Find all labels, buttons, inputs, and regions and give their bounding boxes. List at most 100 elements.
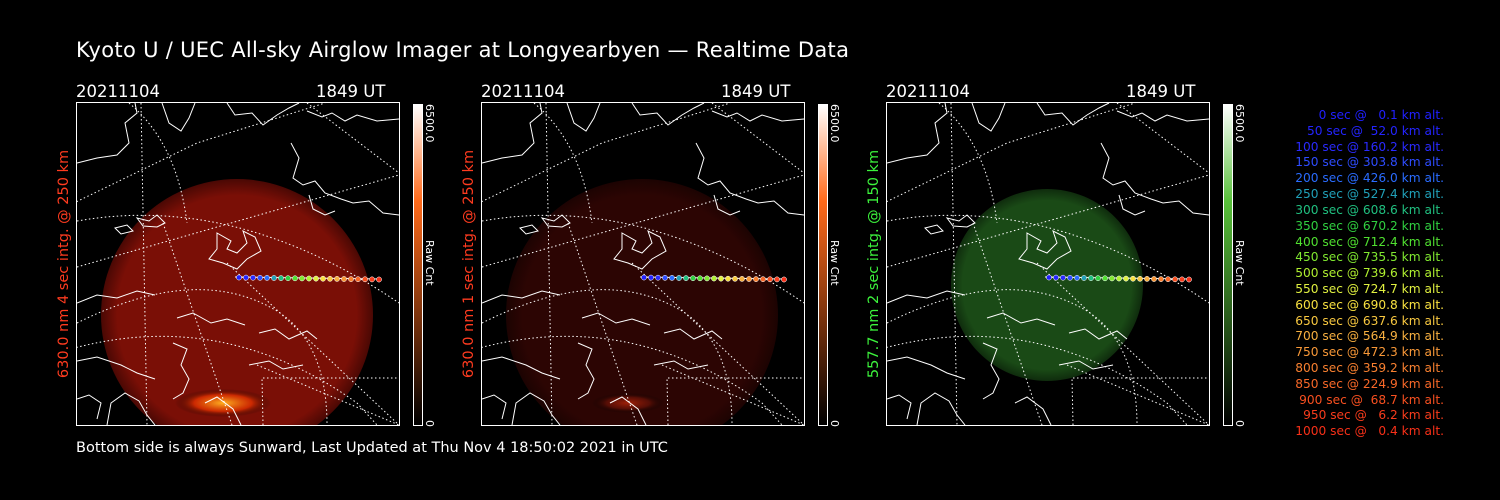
trajectory-dot [306,275,312,282]
coastline [77,394,102,420]
grid-line [950,103,958,425]
coastline [924,224,944,235]
sky-map [77,103,399,425]
aurora-glow [592,393,664,413]
trajectory-dot [327,275,333,282]
coastline [1036,103,1110,126]
panel-3: 20211104 1849 UT 557.7 nm 2 sec intg. @ … [866,80,1291,430]
trajectory-dot [264,275,270,281]
trajectory-dot [313,275,319,282]
coastline [306,110,399,122]
coastline [631,103,705,126]
grid-line [938,103,998,224]
coastline [77,103,138,164]
airglow-disk [951,189,1143,381]
trajectory-dot [1179,276,1185,283]
trajectory-dot [1123,275,1129,282]
panel-date: 20211104 [481,82,565,101]
colorbar-max: 6500.0 [423,104,436,143]
trajectory-dot [341,276,347,282]
aurora-glow [175,389,271,417]
coastline [77,356,156,380]
trajectory-dot [725,275,731,282]
coastline [695,142,804,216]
airglow-disk [506,179,778,425]
coastline [482,290,561,304]
page-title: Kyoto U / UEC All-sky Airglow Imager at … [76,38,850,62]
trajectory-dot [1109,275,1115,282]
coastline [114,224,134,235]
colorbar-min: 0 [1233,420,1246,427]
coastline [916,392,966,425]
colorbar-unit: Raw Cnt [1233,240,1246,286]
legend-row: 50 sec @ 52.0 km alt. [1306,123,1444,138]
trajectory-dot [760,276,766,283]
legend-row: 200 sec @ 426.0 km alt. [1295,171,1444,186]
coastline [511,392,561,425]
coastline [106,392,156,425]
trajectory-dot [641,274,647,281]
legend-row: 0 sec @ 0.1 km alt. [1318,108,1444,122]
trajectory-dot [320,275,326,282]
coastline [577,342,595,400]
trajectory-dot [732,275,738,282]
trajectory-dot [683,275,689,281]
panel-2: 20211104 1849 UT 630.0 nm 1 sec intg. @ … [461,80,886,430]
sky-image-frame [76,102,400,426]
trajectory-dot [292,275,298,282]
coastline [258,328,318,340]
coastline [208,230,262,270]
panel-ylabel: 557.7 nm 2 sec intg. @ 150 km [866,149,882,379]
trajectory-dot [257,274,263,281]
trajectory-dot [1102,275,1108,282]
coastline [1058,360,1114,370]
trajectory-dot [278,275,284,281]
coastline [945,214,976,228]
legend-row: 400 sec @ 712.4 km alt. [1295,234,1444,249]
coastline [887,356,966,380]
legend-row: 450 sec @ 735.5 km alt. [1295,250,1444,265]
trajectory-dot [1053,274,1059,281]
trajectory-dot [362,276,368,283]
coastline [482,103,543,164]
panel-ylabel: 630.0 nm 4 sec intg. @ 250 km [56,149,72,379]
legend-row: 750 sec @ 472.3 km alt. [1295,345,1444,360]
colorbar [1223,104,1233,426]
trajectory-dot [1060,274,1066,281]
trajectory-dot [1095,275,1101,282]
coastline [609,396,647,425]
legend-row: 1000 sec @ 0.4 km alt. [1295,424,1444,439]
trajectory-dot [236,274,242,281]
panel-ylabel: 630.0 nm 1 sec intg. @ 250 km [461,149,477,379]
coastline [887,394,912,420]
legend-row: 650 sec @ 637.6 km alt. [1295,313,1444,328]
coastline [1100,142,1209,216]
sky-image-frame [481,102,805,426]
legend-row: 300 sec @ 608.6 km alt. [1295,202,1444,217]
coastline [482,356,561,380]
colorbar-max: 6500.0 [1233,104,1246,143]
trajectory-dot [746,276,752,282]
legend-row: 350 sec @ 670.2 km alt. [1295,218,1444,233]
coastline [540,214,571,228]
trajectory-dot [348,276,354,282]
sky-image-frame [886,102,1210,426]
colorbar [818,104,828,426]
trajectory-dot [1158,276,1164,282]
trajectory-dot [355,276,361,283]
coastline [519,224,539,235]
grid-line [140,103,148,425]
trajectory-dot [697,275,703,282]
legend-row: 850 sec @ 224.9 km alt. [1295,376,1444,391]
grid-line [482,335,783,425]
trajectory-dot [1186,276,1192,283]
coastline [226,103,300,126]
coastline [482,394,507,420]
trajectory-dot [739,276,745,282]
grid-line [1116,103,1209,174]
panel-date: 20211104 [76,82,160,101]
trajectory-dot [781,276,787,283]
trajectory-dot [1067,274,1073,281]
coastline [1068,328,1128,340]
trajectory-dot [774,276,780,283]
